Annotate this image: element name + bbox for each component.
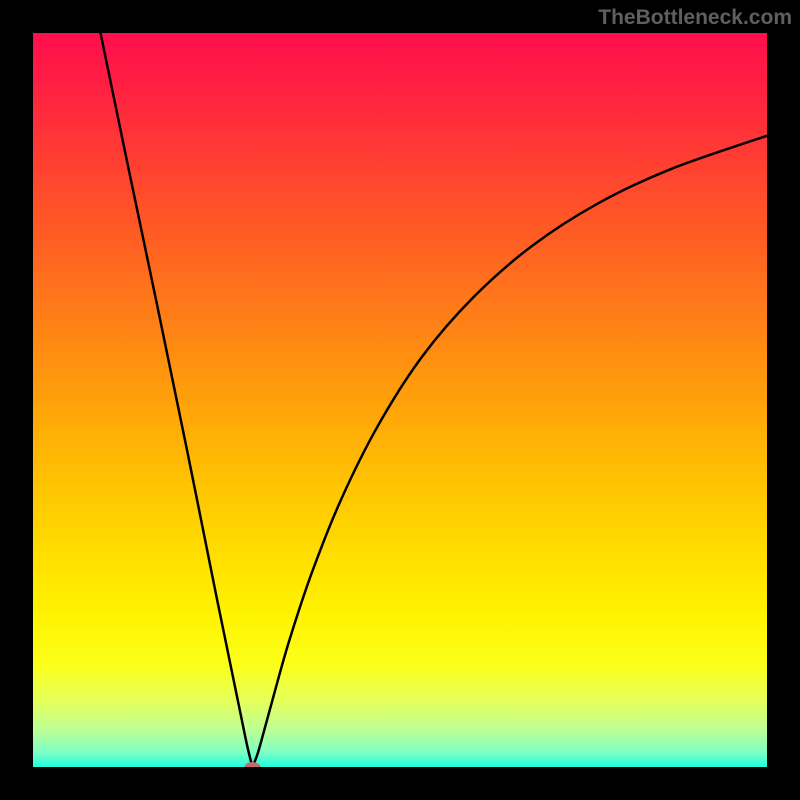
plot-area xyxy=(33,33,767,767)
watermark-text: TheBottleneck.com xyxy=(598,6,792,30)
chart-container: TheBottleneck.com xyxy=(0,0,800,800)
gradient-background xyxy=(33,33,767,767)
